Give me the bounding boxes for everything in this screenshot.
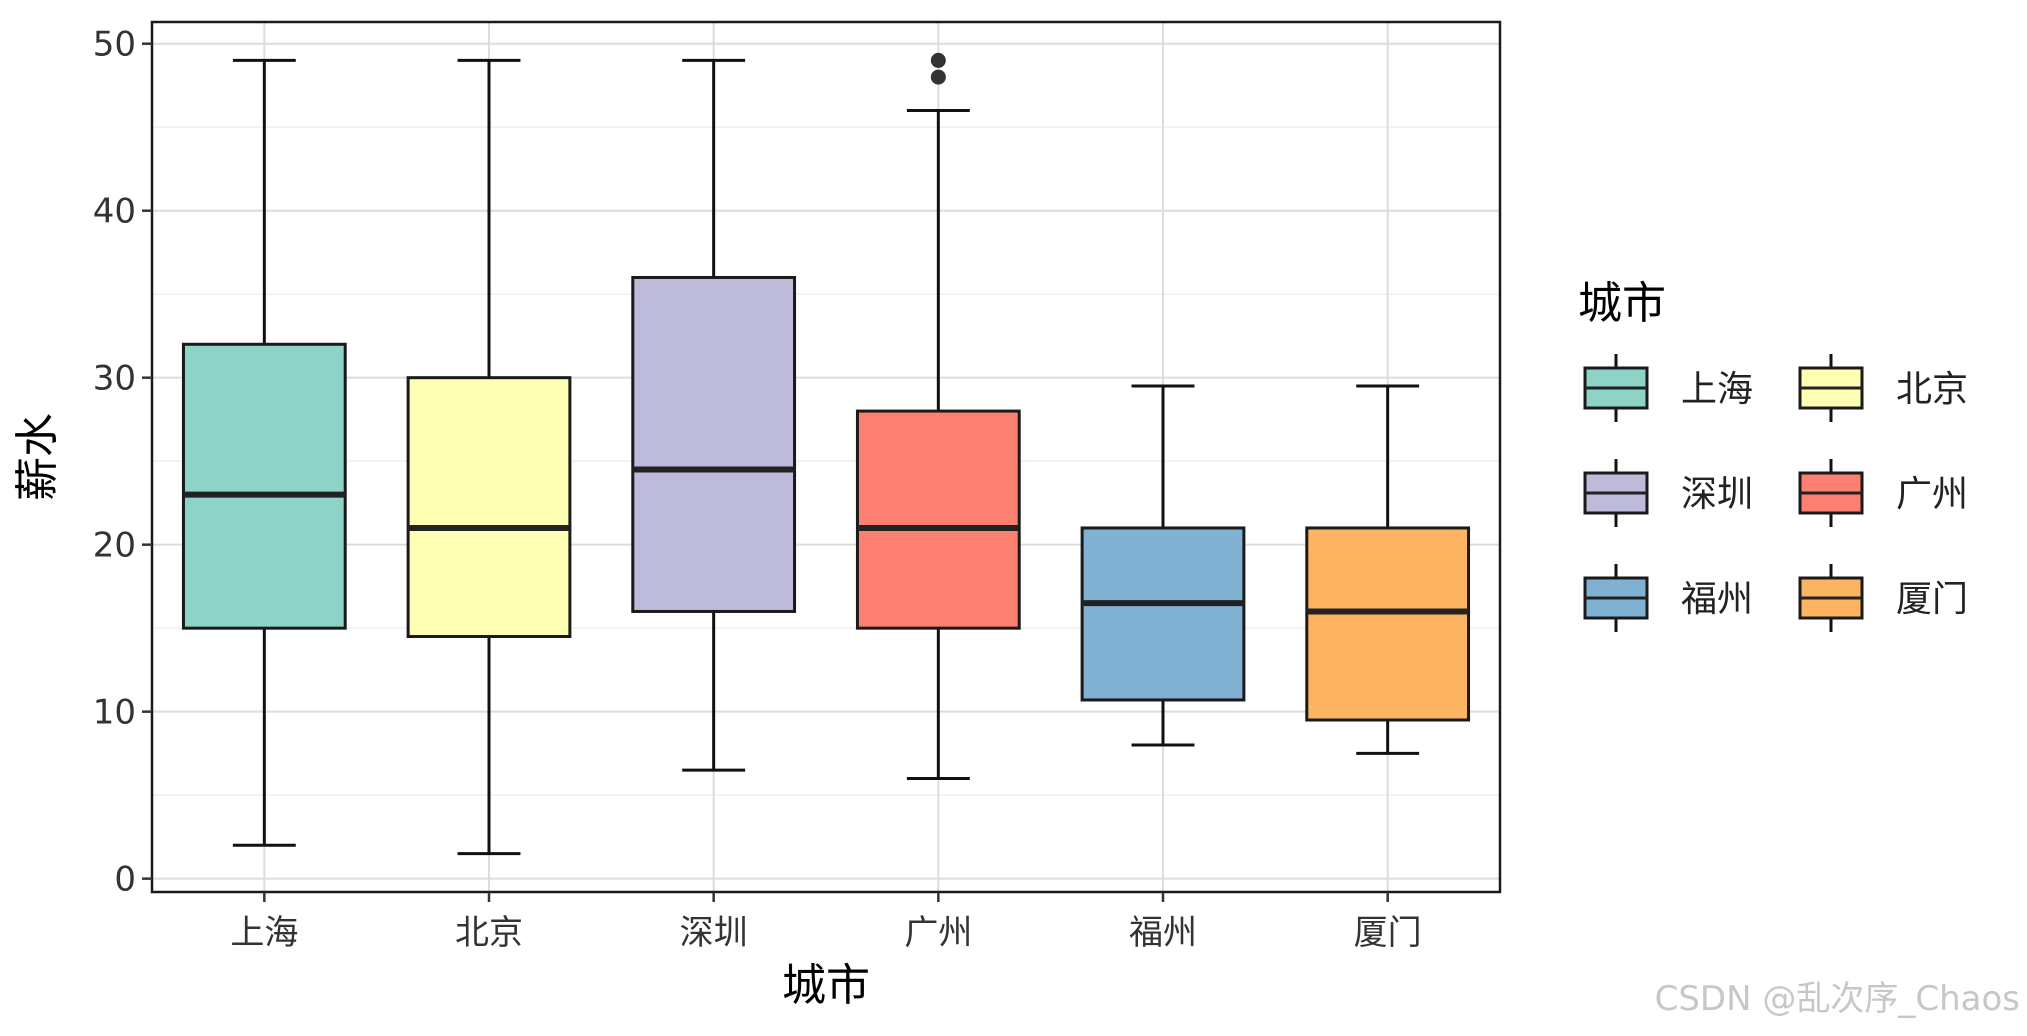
legend-label: 上海 [1681,369,1753,410]
box-4 [855,52,1021,780]
outlier-point [930,69,946,85]
x-tick-label: 北京 [455,913,523,953]
box-2 [406,58,572,856]
box-body [406,376,572,639]
box-body [181,342,347,630]
box-body [855,409,1021,630]
legend-item: 北京 [1798,354,1968,422]
legend-item: 深圳 [1583,459,1753,527]
y-tick-label: 0 [114,860,136,900]
y-axis-title: 薪水 [12,413,63,501]
x-axis-title: 城市 [782,960,870,1011]
legend-item: 福州 [1583,564,1753,632]
y-tick-label: 50 [93,25,136,65]
y-tick-label: 10 [93,693,136,733]
legend-item: 广州 [1798,459,1968,527]
panel-border [150,20,1502,894]
legend-label: 深圳 [1681,474,1753,515]
legend-item: 上海 [1583,354,1753,422]
legend-label: 厦门 [1896,579,1968,620]
box-3 [631,58,797,772]
watermark: CSDN @乱次序_Chaos [1655,979,2020,1019]
legend-label: 北京 [1896,369,1968,410]
y-tick-label: 40 [93,192,136,232]
x-tick-label: 福州 [1129,913,1197,953]
legend-title: 城市 [1578,278,1666,329]
axes: 0 10 20 30 40 50 上海 北京 深圳 广州 福州 厦门 [93,25,1422,953]
legend-label: 广州 [1896,474,1968,515]
outlier-point [930,52,946,68]
boxes [181,52,1471,856]
box-body [1080,526,1246,702]
box-body [631,275,797,613]
legend-label: 福州 [1681,579,1753,620]
legend-item: 厦门 [1798,564,1968,632]
box-5 [1080,384,1246,747]
y-tick-label: 30 [93,359,136,399]
box-body [1305,526,1471,722]
box-1 [181,58,347,847]
box-6 [1305,384,1471,755]
x-tick-label: 上海 [230,913,298,953]
y-tick-label: 20 [93,526,136,566]
x-tick-label: 深圳 [680,913,748,953]
x-tick-label: 广州 [904,913,972,953]
x-tick-label: 厦门 [1354,913,1422,953]
